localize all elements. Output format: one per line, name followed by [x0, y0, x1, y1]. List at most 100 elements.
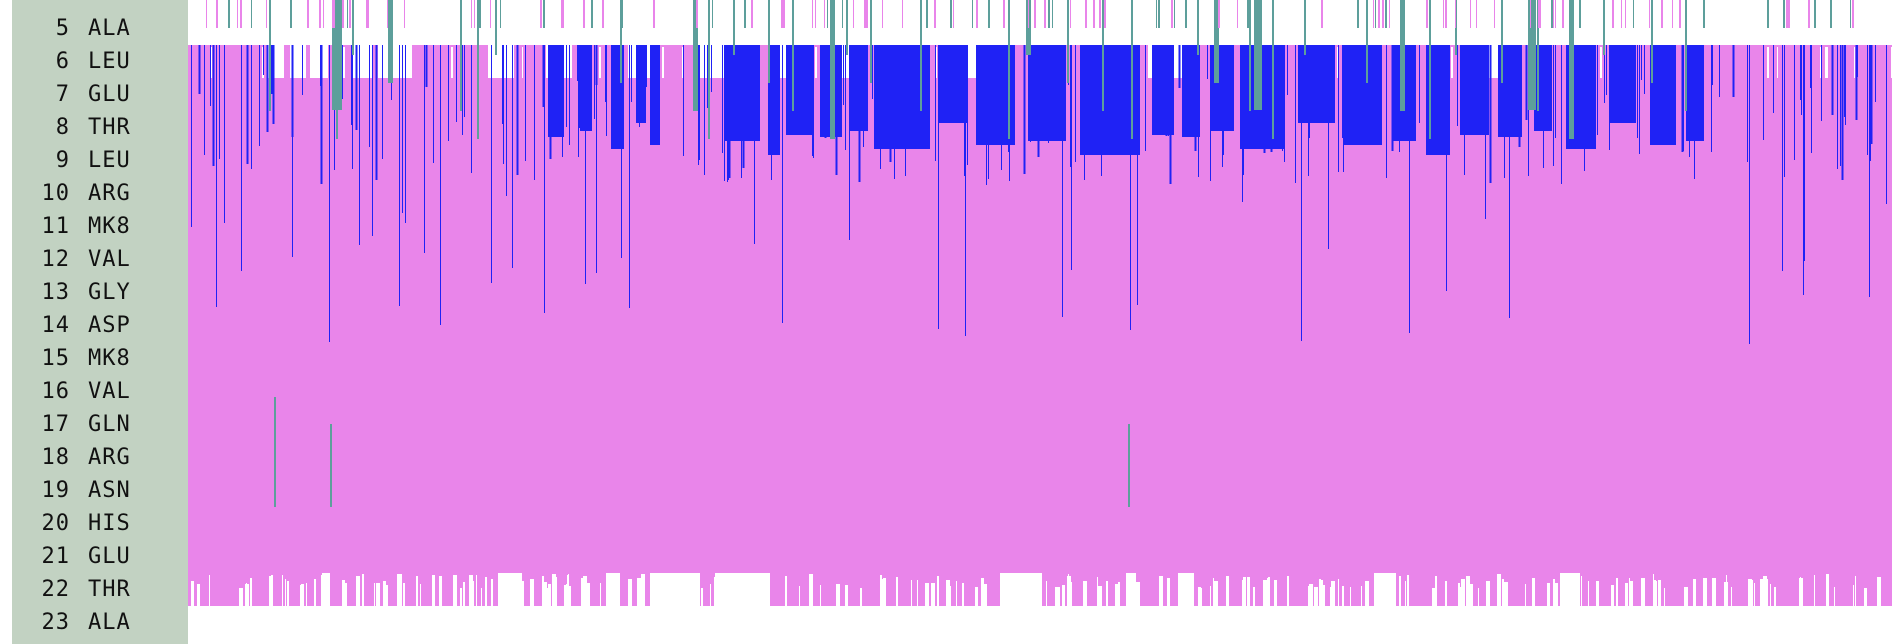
top-row-tick-76 — [543, 0, 545, 28]
residue-name: LEU — [88, 147, 131, 173]
accent-column-31 — [1400, 0, 1405, 111]
top-band-speck-36 — [1767, 47, 1769, 78]
bottom-gap-22 — [239, 588, 243, 606]
bottom-gap-43 — [1226, 576, 1229, 606]
bottom-white-row — [188, 606, 1892, 644]
bottom-gap-159 — [1596, 581, 1599, 606]
top-row-tick-126 — [602, 0, 604, 28]
top-row-tick-33 — [266, 0, 267, 28]
bottom-gap-192 — [460, 588, 462, 606]
top-row-tick-53 — [1443, 0, 1444, 28]
bottom-gap-172 — [931, 583, 935, 606]
top-row-tick-118 — [228, 0, 230, 28]
bottom-gap-186 — [356, 576, 360, 606]
bottom-gap-83 — [1350, 587, 1351, 606]
top-row-tick-20 — [1445, 0, 1447, 28]
top-row-tick-61 — [1052, 0, 1053, 28]
bottom-gap-112 — [245, 584, 249, 606]
bottom-gap-81 — [547, 588, 551, 606]
top-row-tick-68 — [783, 0, 785, 28]
dominant-main-field — [188, 78, 1892, 573]
top-row-tick-106 — [1814, 0, 1816, 28]
bottom-gap-162 — [568, 574, 569, 606]
residue-number: 14 — [41, 312, 70, 338]
top-row-tick-105 — [237, 0, 238, 28]
top-row-tick-17 — [1625, 0, 1626, 28]
residue-number: 11 — [41, 213, 70, 239]
top-band-speck-69 — [721, 47, 722, 78]
top-row-tick-15 — [882, 0, 883, 28]
residue-label-16: 16 VAL — [12, 375, 188, 408]
bottom-gap-211 — [556, 577, 557, 606]
top-band-speck-32 — [274, 47, 276, 78]
residue-label-23: 23 ALA — [12, 606, 188, 639]
residue-label-17: 17 GLN — [12, 408, 188, 441]
bottom-gap-144 — [883, 578, 886, 606]
bottom-gap-232 — [469, 575, 473, 606]
top-row-tick-82 — [479, 0, 481, 28]
blue-cluster-12 — [938, 45, 968, 123]
residue-name: HIS — [88, 510, 131, 536]
bottom-gap-11 — [962, 583, 964, 606]
bottom-gap-197 — [1553, 579, 1555, 606]
residue-name: GLU — [88, 543, 131, 569]
bottom-gap-20 — [1323, 585, 1325, 606]
top-row-tick-35 — [1389, 0, 1390, 28]
bottom-gap-60 — [701, 588, 703, 606]
accent-column-5 — [352, 0, 354, 55]
top-row-tick-6 — [216, 0, 218, 28]
accent-column-16 — [830, 0, 835, 139]
bottom-gap-148 — [1046, 581, 1047, 606]
bottom-gap-18 — [1118, 582, 1120, 606]
bottom-gap-160 — [1242, 580, 1245, 606]
top-band-speck-40 — [343, 47, 345, 78]
top-row-tick-13 — [972, 0, 973, 28]
top-row-tick-31 — [1633, 0, 1634, 28]
bottom-gap-191 — [1726, 575, 1727, 606]
residue-name: GLN — [88, 411, 131, 437]
bottom-gap-65 — [568, 586, 571, 606]
top-band-speck-22 — [293, 47, 295, 78]
bottom-wide-gap-2 — [498, 573, 522, 606]
accent-column-6 — [388, 0, 393, 83]
bottom-gap-36 — [1213, 578, 1214, 606]
bottom-gap-133 — [946, 580, 950, 606]
top-row-tick-58 — [1767, 0, 1769, 28]
bottom-gap-15 — [1770, 584, 1771, 606]
residue-number: 17 — [41, 411, 70, 437]
top-row-tick-122 — [1539, 0, 1541, 28]
residue-label-21: 21 GLU — [12, 540, 188, 573]
bottom-gap-59 — [1287, 576, 1289, 606]
top-row-tick-115 — [1850, 0, 1851, 28]
residue-label-6: 6 LEU — [12, 45, 188, 78]
top-row-tick-27 — [471, 0, 472, 28]
bottom-gap-147 — [1525, 584, 1526, 606]
bottom-gap-84 — [306, 583, 307, 606]
top-row-tick-32 — [1562, 0, 1564, 28]
top-band-gap-5 — [378, 45, 412, 78]
top-row-tick-85 — [347, 0, 348, 28]
top-row-tick-89 — [902, 0, 903, 28]
blue-cluster-19 — [1240, 45, 1285, 149]
bottom-gap-107 — [1800, 577, 1801, 606]
bottom-gap-19 — [1834, 587, 1835, 606]
residue-label-8: 8 THR — [12, 111, 188, 144]
bottom-gap-117 — [1532, 578, 1535, 606]
bottom-gap-190 — [956, 581, 957, 606]
bottom-gap-198 — [1210, 586, 1211, 606]
residue-number: 6 — [55, 48, 70, 74]
bottom-gap-44 — [1703, 578, 1707, 606]
top-band-speck-25 — [211, 47, 212, 78]
accent-column-28 — [1272, 0, 1274, 139]
bottom-gap-196 — [476, 575, 477, 606]
bottom-gap-226 — [1399, 576, 1401, 606]
bottom-gap-175 — [1664, 588, 1665, 606]
residue-number: 10 — [41, 180, 70, 206]
top-band-speck-45 — [1827, 47, 1828, 78]
bottom-gap-163 — [1167, 578, 1170, 606]
top-row-tick-80 — [934, 0, 936, 28]
residue-name: ARG — [88, 180, 131, 206]
residue-number: 9 — [55, 147, 70, 173]
residue-number: 7 — [55, 81, 70, 107]
top-row-tick-101 — [853, 0, 854, 28]
